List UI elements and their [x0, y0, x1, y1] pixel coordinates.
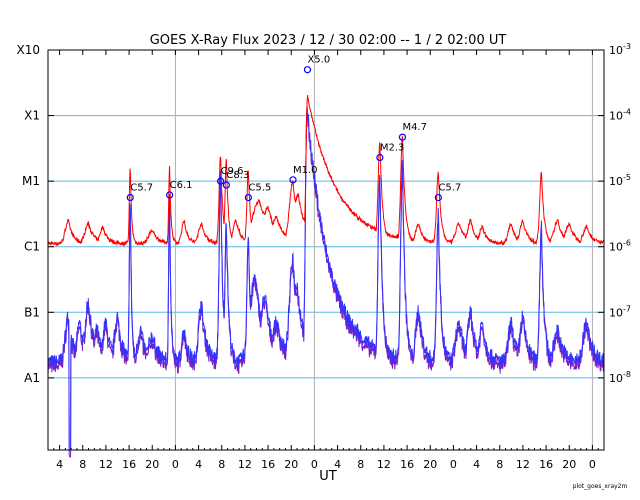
x-tick-label: 20	[423, 458, 437, 471]
y-right-label: 10-6	[609, 239, 631, 254]
y-right-label: 10-3	[609, 42, 631, 57]
flare-marker	[434, 193, 442, 202]
flare-marker	[216, 177, 225, 185]
flare-label: C5.5	[248, 183, 271, 194]
flare-label: M2.3	[380, 143, 405, 154]
x-tick-label: 12	[99, 458, 113, 471]
flare-label: C5.7	[438, 183, 461, 194]
y-right-label: 10-5	[609, 173, 631, 188]
flare-label: C5.7	[130, 183, 153, 194]
y-left-label: C1	[24, 240, 40, 254]
x-axis-label: UT	[319, 469, 337, 484]
right-axis-labels: 10-3 10-4 10-5 10-6 10-7 10-8	[598, 42, 631, 385]
x-tick-label: 16	[261, 458, 275, 471]
flare-marker	[303, 66, 312, 74]
x-tick-label: 16	[539, 458, 553, 471]
flare-marker	[398, 133, 407, 141]
flare-annotations: C5.7 C6.1 C9.6C8.3 C5.5 M1.0 X5.0 M2.3 M4.7 C5.7	[126, 55, 461, 202]
y-left-label: X10	[17, 43, 41, 57]
x-tick-label: 0	[172, 458, 179, 471]
x-tick-label: 8	[496, 458, 503, 471]
x-tick-label: 4	[195, 458, 202, 471]
flare-label: X5.0	[307, 55, 330, 66]
x-tick-label: 12	[516, 458, 530, 471]
chart-title: GOES X-Ray Flux 2023 / 12 / 30 02:00 -- …	[150, 33, 507, 48]
x-tick-label: 8	[357, 458, 364, 471]
x-tick-label: 20	[562, 458, 576, 471]
x-tick-label: 0	[311, 458, 318, 471]
y-left-label: M1	[22, 174, 40, 188]
x-tick-label: 16	[400, 458, 414, 471]
footer-label: plot_goes_xray2m	[573, 483, 628, 490]
flare-label: C8.3	[226, 170, 249, 181]
flare-label: C9.6	[221, 166, 244, 177]
y-right-label: 10-4	[609, 108, 631, 123]
x-axis-ticks: 4 8 12 16 20 0 4 8 12 16 20 0 4 8 12 16 20 0 4 8 12 16 20 0	[47, 50, 605, 471]
x-tick-label: 12	[377, 458, 391, 471]
x-tick-label: 20	[145, 458, 159, 471]
day-boundary-lines	[174, 50, 593, 450]
long-channel-line	[47, 95, 605, 248]
flare-marker	[376, 153, 384, 162]
flare-label: M4.7	[402, 122, 427, 133]
flare-marker	[289, 176, 297, 184]
flare-label: M1.0	[293, 165, 318, 176]
y-right-label: 10-7	[609, 304, 631, 319]
flare-marker	[222, 181, 230, 189]
short-channel-line	[47, 106, 605, 451]
y-right-label: 10-8	[609, 370, 631, 385]
x-tick-label: 4	[56, 458, 63, 471]
x-tick-label: 4	[334, 458, 341, 471]
x-tick-label: 4	[473, 458, 480, 471]
flare-marker	[126, 193, 134, 202]
x-tick-label: 8	[218, 458, 225, 471]
y-left-label: A1	[24, 371, 40, 385]
y-left-label: B1	[24, 305, 40, 319]
x-tick-label: 20	[284, 458, 298, 471]
x-tick-label: 8	[79, 458, 86, 471]
flare-label: C6.1	[170, 180, 193, 191]
x-tick-label: 0	[450, 458, 457, 471]
x-tick-label: 0	[589, 458, 596, 471]
flare-marker	[166, 191, 174, 199]
x-tick-label: 12	[238, 458, 252, 471]
x-tick-label: 16	[122, 458, 136, 471]
y-left-label: X1	[24, 109, 40, 123]
left-axis-labels: X10 X1 M1 C1 B1 A1	[17, 43, 54, 385]
flare-marker	[244, 193, 252, 202]
series-group	[47, 95, 605, 458]
